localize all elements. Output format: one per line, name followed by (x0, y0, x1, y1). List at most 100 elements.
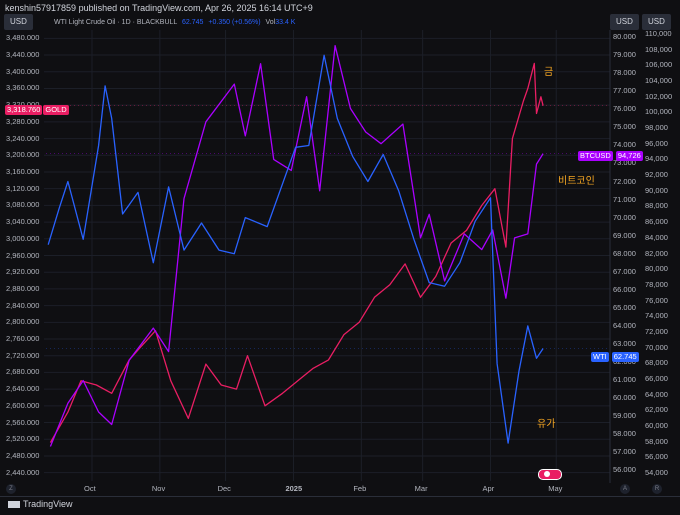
btc-axis-tick: 88,000 (645, 201, 668, 211)
wti-axis-tick: 76.000 (613, 104, 636, 114)
auto-scale-button[interactable]: A (620, 484, 630, 494)
btc-axis-tick: 70,000 (645, 342, 668, 352)
gold-axis-tick: 3,440.000 (6, 50, 40, 60)
gold-axis-tick: 2,920.000 (6, 267, 40, 277)
btc-axis-tick: 108,000 (645, 44, 673, 54)
gold-series-line[interactable] (49, 62, 544, 443)
wti-axis-tick: 80.000 (613, 32, 636, 42)
wti-axis-tick: 66.000 (613, 284, 636, 294)
gold-axis-tick: 3,200.000 (6, 150, 40, 160)
x-tick-label: 2025 (285, 484, 303, 493)
gold-axis-tick: 3,240.000 (6, 133, 40, 143)
btc-axis-tick: 64,000 (645, 389, 668, 399)
btc-axis-tick: 82,000 (645, 248, 668, 258)
btc-axis-tick: 54,000 (645, 468, 668, 478)
wti-tag-value: 62.745 (611, 352, 639, 362)
btc-currency-button[interactable]: USD (642, 14, 671, 30)
btc-axis-tick: 80,000 (645, 264, 668, 274)
btc-axis-tick: 106,000 (645, 60, 673, 70)
btc-axis-tick: 62,000 (645, 405, 668, 415)
tradingview-logo-text: TradingView (23, 499, 73, 509)
wti-axis-tick: 61.000 (613, 374, 636, 384)
wti-axis-tick: 75.000 (613, 122, 636, 132)
gold-tag-value: 3,318.760 (5, 105, 43, 115)
gold-axis-tick: 3,040.000 (6, 217, 40, 227)
gold-annotation: 금 (544, 67, 554, 78)
wti-axis-tick: 57.000 (613, 447, 636, 457)
btc-axis-tick: 84,000 (645, 232, 668, 242)
legend-symbol: WTI Light Crude Oil · 1D · BLACKBULL (54, 19, 178, 26)
x-tick-label: Feb (353, 484, 367, 493)
btc-axis-tick: 78,000 (645, 279, 668, 289)
gold-axis-tick: 3,480.000 (6, 33, 40, 43)
btc-axis-tick: 94,000 (645, 154, 668, 164)
wti-axis-tick: 74.000 (613, 140, 636, 150)
tradingview-logo-icon (8, 501, 20, 509)
btc-axis-tick: 100,000 (645, 107, 673, 117)
tradingview-logo[interactable]: TradingView (8, 499, 73, 509)
event-flag-icon (544, 471, 550, 477)
btc-axis-tick: 68,000 (645, 358, 668, 368)
gold-axis-tick: 2,600.000 (6, 400, 40, 410)
gold-axis-tick: 3,320.000 (6, 100, 39, 109)
btc-axis-tick: 56,000 (645, 452, 668, 462)
btc-axis-tick: 96,000 (645, 138, 668, 148)
wti-axis-tick: 67.000 (613, 266, 636, 276)
btc-axis-tick: 110,000 (645, 28, 672, 38)
x-tick-label: Apr (482, 484, 495, 493)
gold-axis-tick: 3,120.000 (6, 183, 40, 193)
wti-series-line[interactable] (47, 54, 544, 444)
btc-axis-tick: 102,000 (645, 91, 673, 101)
wti-axis-tick: 71.000 (613, 194, 636, 204)
btc-axis-tick: 72,000 (645, 326, 668, 336)
btc-axis-tick: 60,000 (645, 421, 668, 431)
wti-axis-tick: 73.000 (613, 158, 636, 168)
wti-axis-tick: 69.000 (613, 230, 636, 240)
wti-axis-tick: 68.000 (613, 248, 636, 258)
wti-axis-tick: 65.000 (613, 302, 636, 312)
wti-axis-tick: 78.000 (613, 68, 636, 78)
gold-axis-tick: 2,560.000 (6, 417, 40, 427)
economic-events-marker[interactable] (538, 469, 562, 480)
wti-axis-tick: 79.000 (613, 50, 636, 60)
btc-price-tag: BTCUSD 94,726 (578, 145, 643, 163)
wti-currency-button[interactable]: USD (610, 14, 639, 30)
x-tick-label: Mar (414, 484, 428, 493)
wti-axis-tick: 63.000 (613, 338, 636, 348)
gold-axis-tick: 2,760.000 (6, 334, 40, 344)
btc-axis-tick: 104,000 (645, 75, 673, 85)
gold-axis-tick: 3,280.000 (6, 116, 40, 126)
btc-axis-tick: 58,000 (645, 436, 668, 446)
wti-tag-name: WTI (591, 352, 609, 362)
gold-axis-tick: 2,720.000 (6, 350, 40, 360)
reset-scale-button[interactable]: R (652, 484, 662, 494)
btc-axis-tick: 74,000 (645, 311, 668, 321)
bitcoin-annotation: 비트코인 (558, 176, 595, 187)
x-tick-label: Dec (217, 484, 231, 493)
wti-axis-tick: 56.000 (613, 465, 636, 475)
footer-bar (0, 496, 680, 515)
legend-vol-value: 33.4 K (275, 19, 296, 26)
wti-axis-tick: 64.000 (613, 320, 636, 330)
left-corner-button[interactable]: Z (6, 484, 16, 494)
gold-price-tag: 3,318.760 GOLD (5, 99, 69, 117)
legend-price: 62.745 (182, 19, 204, 26)
gold-axis-tick: 2,440.000 (6, 467, 40, 477)
btc-axis-tick: 66,000 (645, 374, 668, 384)
gold-axis-tick: 3,080.000 (6, 200, 40, 210)
wti-axis-tick: 60.000 (613, 393, 636, 403)
legend-change: +0.350 (+0.56%) (208, 19, 261, 26)
symbol-legend: WTI Light Crude Oil · 1D · BLACKBULL 62.… (54, 19, 295, 26)
wti-price-tag: WTI 62.745 (591, 346, 639, 364)
btc-axis-tick: 92,000 (645, 170, 668, 180)
publisher-line: kenshin57917859 published on TradingView… (5, 3, 313, 13)
gold-axis-tick: 2,640.000 (6, 384, 40, 394)
btcusd-series-line[interactable] (49, 45, 544, 447)
left-currency-button[interactable]: USD (4, 14, 33, 30)
gold-axis-tick: 2,880.000 (6, 283, 40, 293)
series-layer (46, 45, 610, 447)
btc-axis-tick: 76,000 (645, 295, 668, 305)
oil-annotation: 유가 (537, 419, 556, 430)
